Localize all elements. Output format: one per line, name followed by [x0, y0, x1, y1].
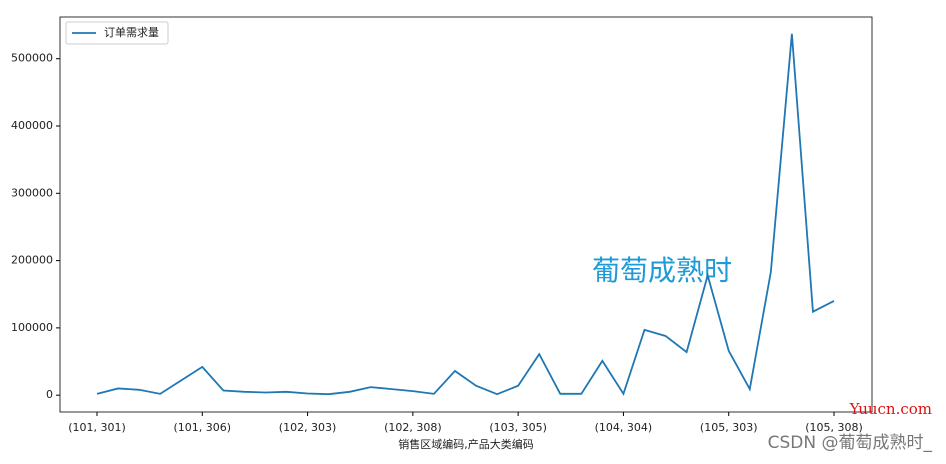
y-tick-label: 0 — [46, 388, 53, 401]
legend-label: 订单需求量 — [104, 26, 159, 39]
y-tick-label: 300000 — [11, 186, 53, 199]
plot-frame — [59, 16, 873, 413]
watermark: 葡萄成熟时 — [592, 254, 732, 287]
data-line — [96, 33, 835, 396]
x-axis-label: 销售区域编码,产品大类编码 — [398, 437, 534, 451]
x-tick-label: (101, 306) — [173, 421, 231, 434]
y-tick-label: 200000 — [11, 254, 53, 267]
x-tick-label: (103, 305) — [489, 421, 547, 434]
x-tick-label: (102, 308) — [384, 421, 442, 434]
x-tick-label: (102, 303) — [279, 421, 337, 434]
watermark: CSDN @葡萄成熟时_ — [768, 432, 933, 453]
y-tick-label: 100000 — [11, 321, 53, 334]
x-tick-label: (105, 303) — [700, 421, 758, 434]
y-tick-label: 500000 — [11, 52, 53, 65]
y-tick-label: 400000 — [11, 119, 53, 132]
x-tick-label: (101, 301) — [68, 421, 126, 434]
x-tick-label: (105, 308) — [805, 421, 863, 434]
x-tick-label: (104, 304) — [595, 421, 653, 434]
legend-box — [65, 21, 169, 45]
watermark: Yuucn.com — [849, 400, 932, 418]
